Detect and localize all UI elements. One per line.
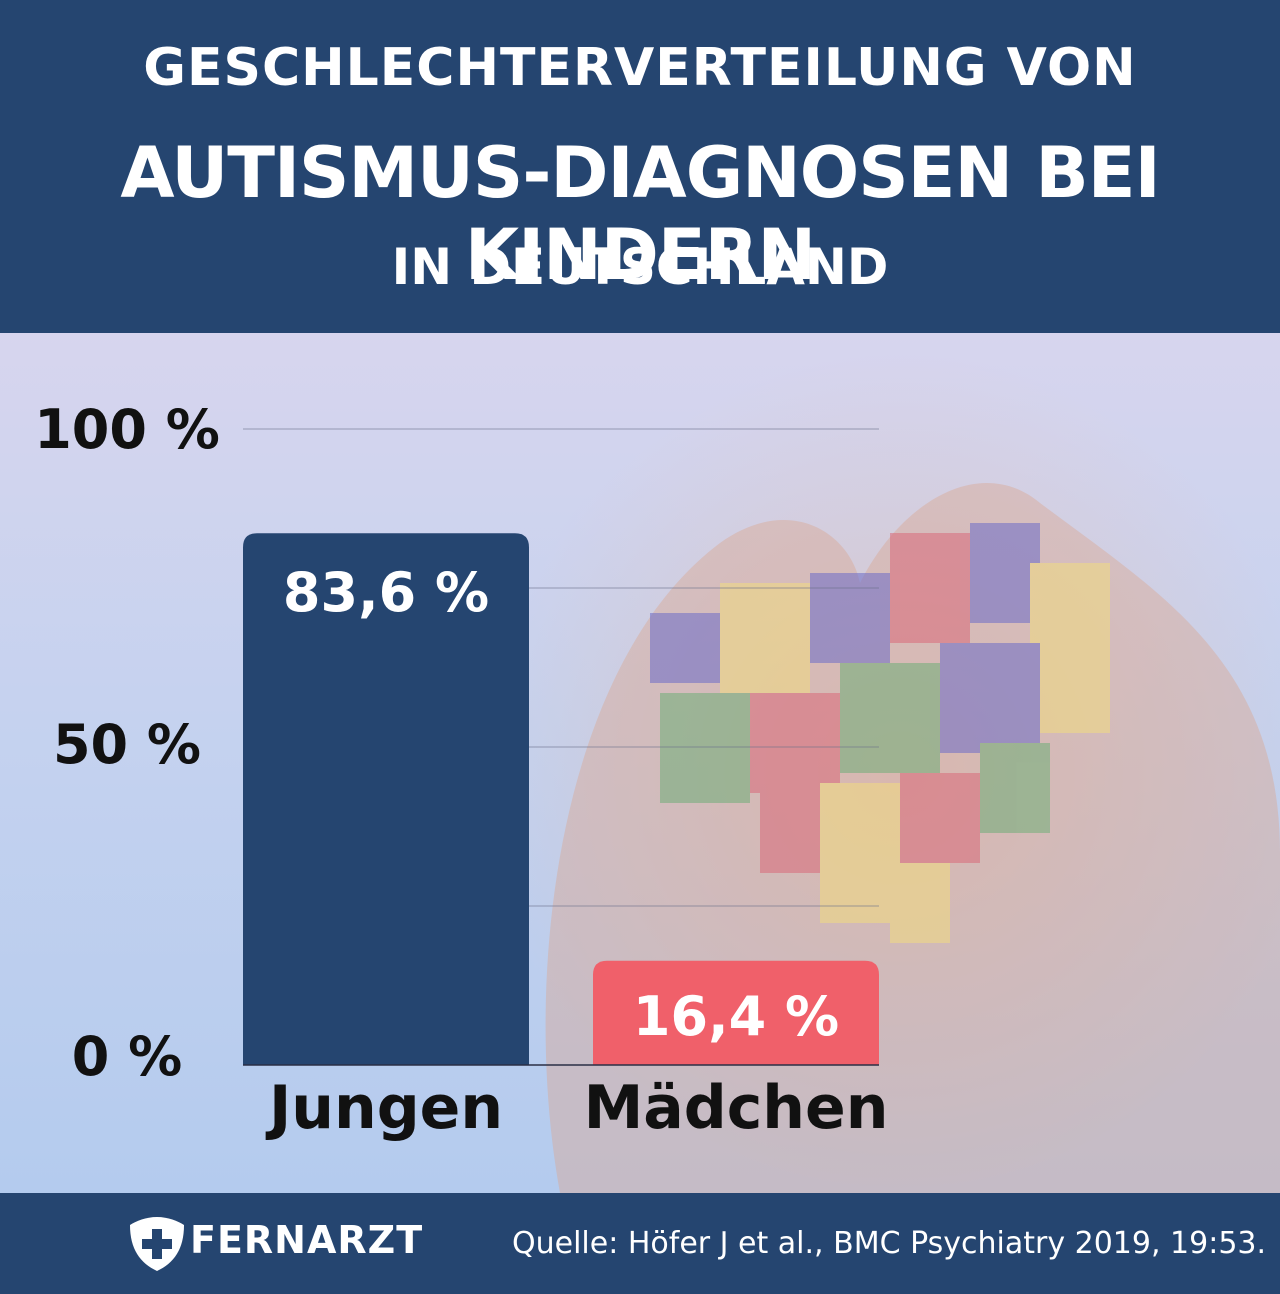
ytick-label-0: 0 % [71,1025,183,1088]
title-line-3: IN DEUTSCHLAND [391,238,889,296]
source-citation: Quelle: Höfer J et al., BMC Psychiatry 2… [512,1226,1267,1261]
chart-area: 100 % 50 % 0 % 83,6 % 16,4 % Jungen Mädc… [0,333,1280,1193]
bar-jungen [243,533,529,1065]
x-category-maedchen: Mädchen [583,1073,889,1143]
title-line-2: AUTISMUS-DIAGNOSEN BEI KINDERN [120,132,1160,296]
title-line-1: GESCHLECHTERVERTEILUNG VON [143,38,1137,98]
bar-value-label-jungen: 83,6 % [282,561,490,624]
bar-chart [243,428,879,1066]
x-category-jungen: Jungen [268,1073,504,1143]
brand-name: FERNARZT [190,1218,424,1262]
footer [0,1193,1280,1294]
bar-maedchen [593,960,879,1065]
ytick-label-100: 100 % [34,398,220,461]
bar-value-label-maedchen: 16,4 % [632,985,840,1048]
fernarzt-logo [130,1217,184,1271]
header: GESCHLECHTERVERTEILUNG VON AUTISMUS-DIAG… [0,0,1280,333]
ytick-label-50: 50 % [52,713,202,776]
